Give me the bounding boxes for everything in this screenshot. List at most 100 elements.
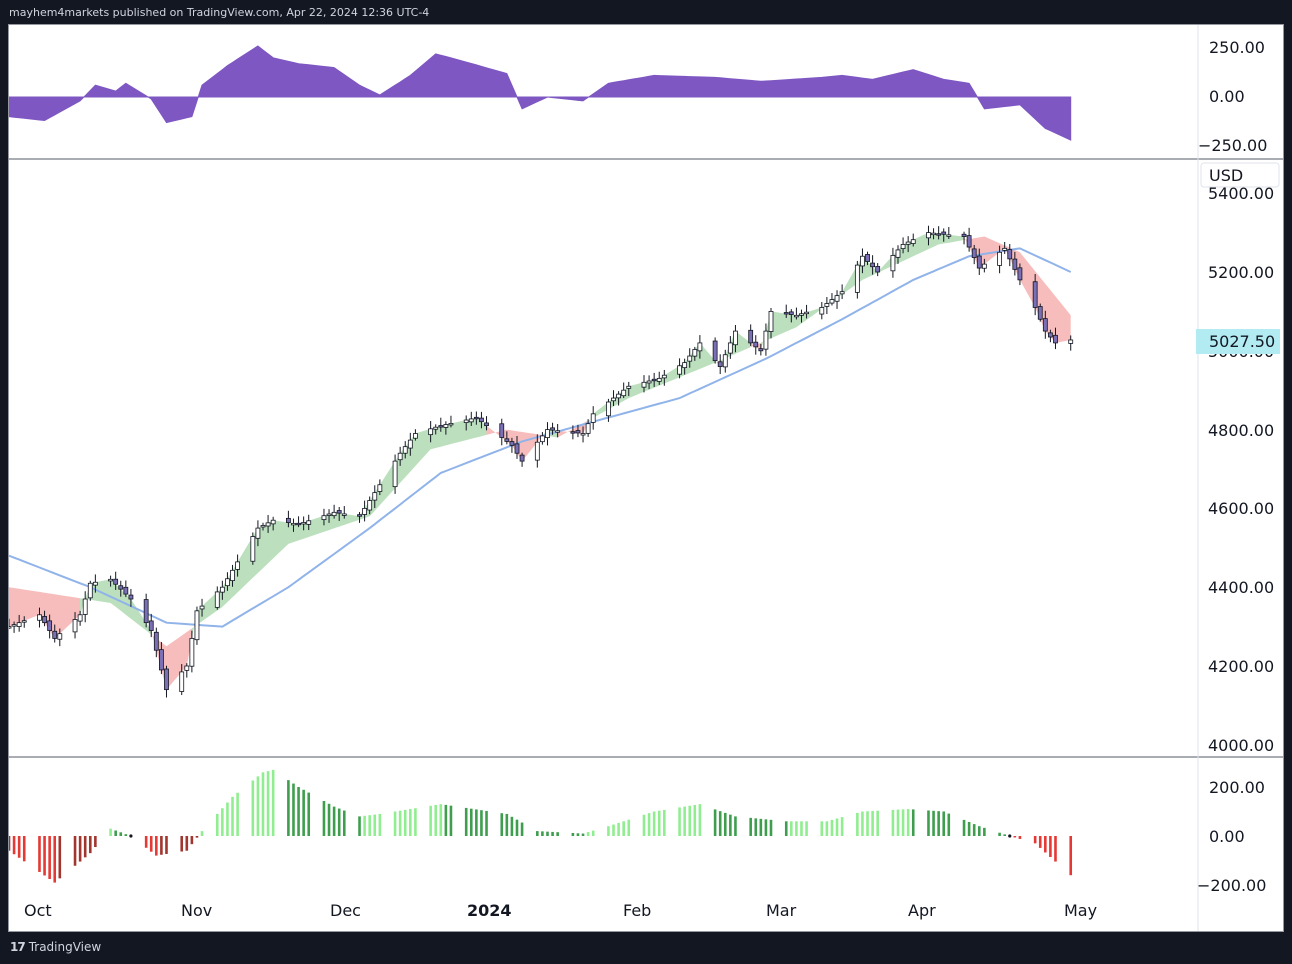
candle-body — [875, 266, 881, 273]
candle-body — [1068, 339, 1074, 344]
time-axis-label: Nov — [181, 901, 212, 920]
candle-body — [651, 378, 657, 382]
footer-brand[interactable]: 17 TradingView — [10, 940, 101, 954]
candle-body — [946, 234, 952, 237]
candle-body — [113, 578, 119, 585]
candle-body — [499, 423, 505, 438]
candle-body — [570, 431, 576, 434]
candle-body — [611, 397, 616, 402]
candle-body — [890, 255, 896, 272]
chart-svg[interactable]: 250.00 0.00 −250.00 USD 5400.00 5200.00 … — [9, 25, 1283, 931]
candle-body — [392, 460, 398, 488]
candle-body — [367, 500, 373, 511]
oscillator-tick-label: 250.00 — [1209, 38, 1265, 57]
candle-body — [981, 263, 987, 269]
candle-body — [402, 446, 408, 454]
candle-body — [697, 342, 703, 352]
candle-body — [9, 626, 12, 629]
candle-body — [910, 239, 916, 244]
candle-body — [829, 299, 835, 304]
candle-body — [199, 605, 205, 610]
time-axis-label-year: 2024 — [467, 901, 512, 920]
candle-body — [377, 484, 383, 492]
candle-body — [839, 291, 845, 295]
candle-body — [194, 610, 200, 641]
candle-body — [438, 425, 444, 428]
candle-body — [804, 311, 809, 315]
candle-body — [895, 249, 901, 258]
candle-body — [219, 586, 225, 593]
candle-body — [661, 374, 667, 379]
last-price-label: 5027.50 — [1209, 332, 1275, 351]
candle-body — [484, 422, 489, 427]
chart-frame[interactable]: 250.00 0.00 −250.00 USD 5400.00 5200.00 … — [8, 24, 1284, 932]
candle-body — [357, 514, 362, 517]
histogram-tick-label: 0.00 — [1209, 827, 1245, 846]
candle-body — [250, 536, 256, 562]
candle-body — [443, 424, 449, 428]
candle-body — [616, 393, 621, 399]
candle-body — [285, 517, 291, 523]
candle-body — [824, 303, 830, 307]
candle-body — [1048, 332, 1053, 338]
bull-ribbon — [191, 417, 487, 639]
candle-body — [504, 438, 510, 442]
price-tick-label: 5200.00 — [1208, 263, 1274, 282]
candle-body — [57, 633, 63, 640]
candle-body — [118, 585, 124, 590]
candle-body — [626, 385, 632, 389]
candle-body — [77, 614, 83, 622]
candle-body — [606, 401, 611, 417]
candle-body — [21, 620, 27, 623]
candle-body — [255, 527, 261, 539]
oscillator-tick-label: −250.00 — [1198, 136, 1267, 155]
candle-body — [799, 313, 804, 316]
oscillator-tick-label: 0.00 — [1209, 87, 1245, 106]
candle-body — [1042, 318, 1048, 332]
candle-body — [621, 389, 627, 397]
candle-body — [575, 430, 581, 434]
candle-body — [976, 255, 982, 269]
candle-body — [87, 582, 93, 599]
candle-body — [16, 622, 22, 627]
candle-body — [931, 232, 936, 236]
currency-label: USD — [1209, 166, 1243, 185]
candle-body — [372, 492, 378, 501]
candle-body — [214, 591, 220, 608]
candle-body — [72, 619, 78, 633]
candle-body — [834, 295, 840, 302]
candle-body — [52, 630, 58, 639]
candle-body — [265, 522, 271, 527]
candle-body — [326, 513, 332, 516]
candle-body — [585, 423, 591, 434]
candle-body — [153, 631, 159, 651]
candle-body — [794, 314, 799, 318]
candle-body — [641, 381, 647, 388]
candle-body — [164, 668, 169, 691]
candle-body — [148, 620, 154, 631]
bull-ribbon — [588, 342, 716, 424]
candle-body — [783, 312, 789, 315]
bull-ribbon — [80, 579, 152, 635]
candle-body — [336, 510, 342, 514]
candle-body — [189, 638, 195, 667]
candle-body — [1037, 306, 1043, 320]
price-tick-label: 4800.00 — [1208, 421, 1274, 440]
candle-body — [682, 362, 688, 369]
candle-body — [448, 423, 454, 426]
candle-body — [108, 578, 113, 582]
candle-body — [11, 624, 17, 627]
candle-body — [341, 513, 347, 516]
candle-body — [854, 264, 860, 293]
tradingview-logo-icon: 17 — [10, 940, 26, 954]
candle-body — [717, 361, 723, 367]
candle-body — [412, 433, 418, 439]
currency-badge[interactable] — [1200, 162, 1280, 188]
price-tick-label: 4400.00 — [1208, 578, 1274, 597]
candle-body — [788, 311, 794, 315]
candle-body — [235, 561, 241, 570]
candle-body — [646, 380, 652, 384]
candle-body — [865, 254, 870, 262]
candle-body — [733, 330, 738, 346]
candle-body — [362, 507, 368, 515]
